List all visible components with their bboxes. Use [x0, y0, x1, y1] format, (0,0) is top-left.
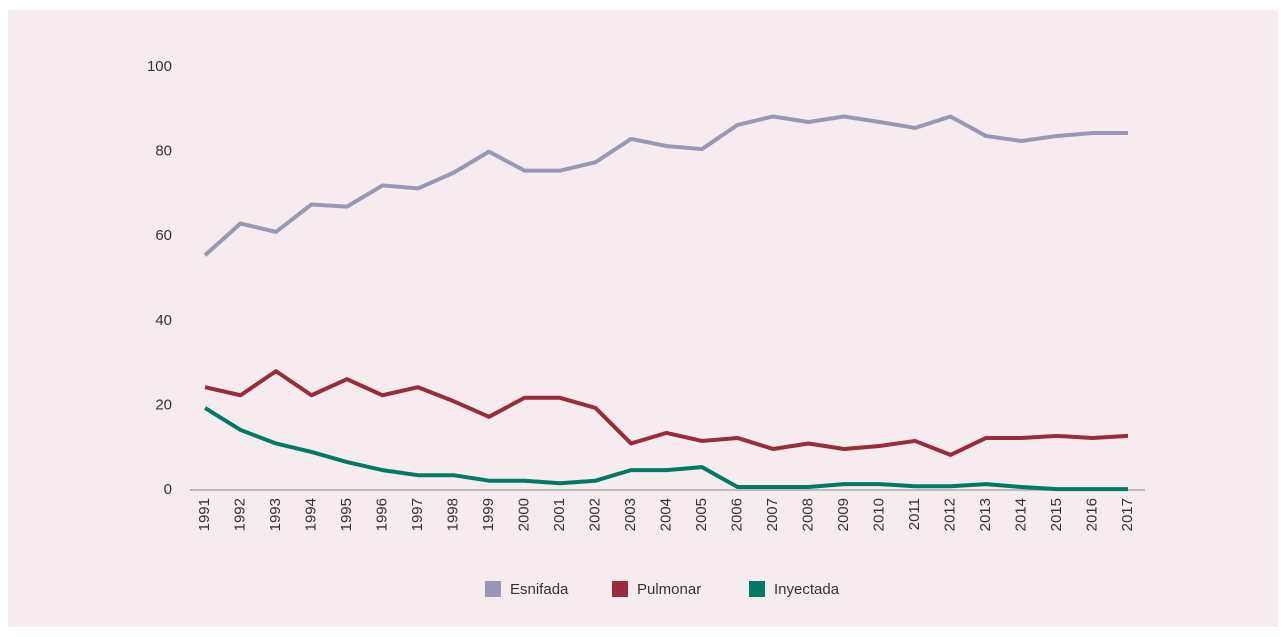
- x-tick-label: 2002: [586, 498, 603, 531]
- x-tick-label: 2009: [835, 498, 852, 531]
- series-line: [203, 406, 1128, 492]
- x-tick-label: 2013: [977, 498, 994, 531]
- x-tick-label: 1994: [302, 498, 319, 531]
- x-tick-label: 2014: [1012, 498, 1029, 531]
- x-tick-label: 1993: [267, 498, 284, 531]
- x-tick-label: 1991: [196, 498, 213, 531]
- y-tick-label: 20: [155, 396, 172, 413]
- x-tick-label: 2003: [622, 498, 639, 531]
- x-tick-label: 2001: [551, 498, 568, 531]
- x-tick-label: 2008: [799, 498, 816, 531]
- series-line: [203, 114, 1128, 257]
- x-tick-label: 2007: [764, 498, 781, 531]
- series-line: [204, 369, 1129, 457]
- x-tick-label: 1992: [231, 498, 248, 531]
- legend-swatch: [749, 581, 765, 597]
- legend: Esnifada Pulmonar Inyectada: [485, 581, 840, 598]
- y-tick-label: 0: [164, 481, 172, 498]
- x-tick-label: 1998: [444, 498, 461, 531]
- x-tick-label: 2017: [1119, 498, 1136, 531]
- legend-label: Pulmonar: [637, 581, 701, 598]
- y-tick-label: 40: [155, 312, 172, 329]
- legend-label: Inyectada: [774, 581, 840, 598]
- legend-swatch: [612, 581, 628, 597]
- x-tick-label: 2010: [870, 498, 887, 531]
- x-tick-label: 2006: [728, 498, 745, 531]
- y-tick-label: 80: [155, 143, 172, 160]
- x-tick-label: 1995: [338, 498, 355, 531]
- x-tick-label: 2004: [657, 498, 674, 531]
- chart-background: [8, 10, 1278, 627]
- legend-swatch: [485, 581, 501, 597]
- x-tick-label: 2016: [1083, 498, 1100, 531]
- x-tick-label: 1997: [409, 498, 426, 531]
- legend-label: Esnifada: [510, 581, 569, 598]
- x-tick-label: 2000: [515, 498, 532, 531]
- x-tick-label: 2015: [1048, 498, 1065, 531]
- x-tick-label: 2011: [906, 498, 923, 530]
- x-tick-label: 1996: [373, 498, 390, 531]
- y-tick-label: 60: [155, 227, 172, 244]
- y-tick-label: 100: [147, 58, 172, 75]
- x-tick-label: 2005: [693, 498, 710, 531]
- x-tick-label: 2012: [941, 498, 958, 531]
- x-tick-label: 1999: [480, 498, 497, 531]
